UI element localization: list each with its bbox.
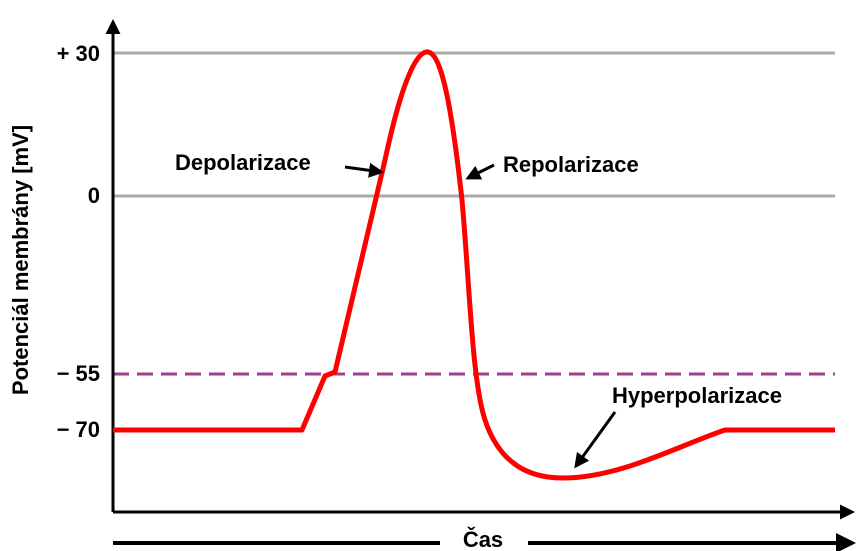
annotation-arrow [574, 411, 617, 469]
tick-label: + 30 [57, 41, 100, 66]
annotation-arrow [465, 163, 495, 180]
tick-label: 0 [88, 183, 100, 208]
annotation-arrow [344, 162, 384, 178]
annotation: Repolarizace [503, 152, 639, 177]
action-potential-curve [113, 49, 835, 481]
tick-label: − 70 [57, 417, 100, 442]
tick-label: − 55 [57, 361, 100, 386]
annotation: Depolarizace [175, 150, 311, 175]
annotation: Hyperpolarizace [612, 383, 782, 408]
y-axis-label: Potenciál membrány [mV] [8, 125, 33, 395]
x-axis-label: Čas [463, 527, 503, 551]
